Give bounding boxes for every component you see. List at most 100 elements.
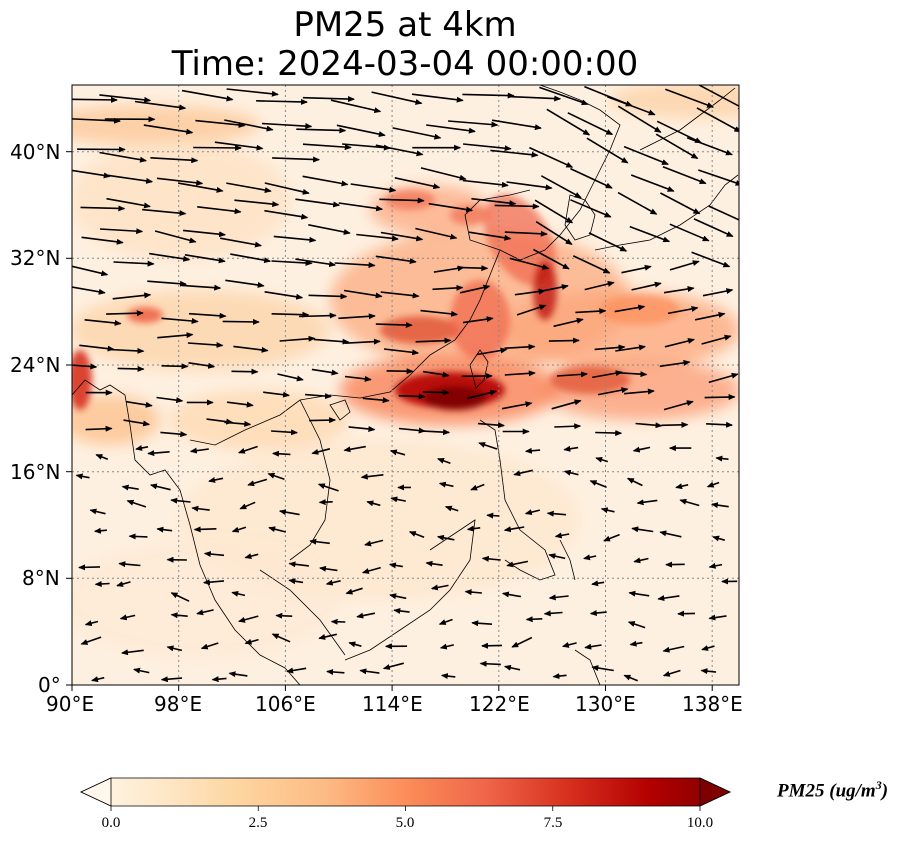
colorbar-body: [80, 777, 731, 807]
wind-arrow: [570, 167, 613, 189]
wind-arrow: [486, 512, 500, 519]
wind-arrow: [264, 209, 309, 220]
lat-tick-label: 32°N: [10, 246, 61, 270]
wind-arrow: [222, 318, 260, 325]
wind-arrow: [149, 483, 171, 491]
wind-arrow: [344, 375, 372, 382]
wind-arrow: [448, 120, 499, 128]
wind-arrow: [513, 469, 533, 477]
wind-arrow: [533, 248, 570, 270]
wind-arrow: [551, 399, 582, 410]
wind-arrow: [591, 665, 614, 672]
wind-arrow: [501, 401, 533, 410]
wind-arrow: [318, 499, 333, 506]
wind-arrow: [382, 662, 405, 670]
wind-arrow: [226, 401, 254, 408]
wind-arrow: [308, 293, 348, 300]
colorbar-tick-label: 5.0: [395, 815, 415, 831]
wind-arrow: [706, 421, 734, 428]
colorbar-tick-label: 7.5: [543, 815, 563, 831]
wind-arrow: [701, 645, 715, 651]
wind-arrow: [423, 429, 451, 436]
wind-arrow: [170, 612, 188, 619]
wind-arrow: [546, 108, 591, 136]
wind-arrow: [595, 430, 623, 437]
wind-arrow: [181, 89, 234, 102]
wind-arrow: [425, 560, 443, 567]
wind-arrow: [626, 477, 643, 487]
wind-arrow: [586, 137, 629, 164]
wind-arrow: [273, 235, 317, 243]
colorbar-tick-label: 10.0: [686, 815, 714, 831]
wind-arrow: [72, 265, 109, 277]
wind-arrow: [664, 338, 695, 348]
wind-arrow: [477, 422, 505, 429]
wind-arrow: [305, 393, 332, 400]
wind-arrow: [208, 477, 224, 483]
wind-arrow: [150, 157, 199, 164]
wind-arrow: [231, 590, 246, 597]
wind-arrow: [584, 643, 602, 650]
wind-arrow: [504, 230, 548, 237]
wind-arrow: [462, 92, 515, 99]
wind-arrow: [116, 581, 131, 587]
wind-arrow: [161, 317, 199, 324]
map-title-line1: PM25 at 4km: [293, 5, 517, 45]
wind-arrow: [379, 197, 425, 204]
wind-arrow: [154, 230, 197, 244]
wind-arrow: [317, 483, 339, 492]
wind-arrow: [570, 199, 612, 218]
wind-arrow: [603, 533, 620, 542]
wind-arrow: [665, 88, 715, 108]
wind-arrow: [548, 594, 569, 601]
wind-arrow: [588, 232, 628, 252]
wind-arrow: [548, 553, 566, 560]
wind-arrow: [561, 642, 577, 648]
wind-arrow: [511, 636, 533, 648]
wind-arrow: [444, 505, 459, 512]
wind-arrow: [84, 620, 99, 627]
lat-tick-label: 24°N: [10, 353, 61, 377]
wind-arrow: [548, 337, 580, 344]
colorbar-extend-max: [699, 777, 731, 807]
wind-arrow: [491, 119, 542, 131]
wind-arrow: [426, 124, 476, 134]
wind-arrow: [476, 347, 508, 356]
wind-arrow: [302, 96, 355, 103]
wind-arrow: [193, 526, 217, 533]
wind-arrow: [318, 633, 337, 640]
wind-arrow: [468, 231, 512, 241]
wind-arrow: [188, 312, 227, 319]
wind-arrow: [142, 208, 187, 217]
wind-arrow: [338, 313, 376, 320]
wind-arrow: [389, 449, 406, 456]
lat-tick-label: 16°N: [10, 460, 61, 484]
wind-arrow: [655, 133, 699, 160]
wind-arrow: [117, 365, 145, 372]
wind-arrow: [459, 284, 491, 294]
wind-arrow: [191, 505, 210, 512]
wind-arrow: [271, 259, 313, 266]
wind-arrow: [509, 95, 562, 102]
wind-arrow: [309, 538, 330, 545]
wind-arrow: [230, 253, 272, 264]
wind-arrow: [390, 496, 406, 503]
wind-arrow: [149, 252, 191, 262]
wind-arrow: [630, 174, 675, 192]
wind-arrow: [238, 615, 259, 623]
wind-arrow: [72, 96, 118, 103]
wind-arrow: [506, 181, 553, 191]
wind-arrow: [106, 197, 151, 209]
tick-marks: [66, 151, 713, 691]
wind-arrow: [554, 423, 582, 430]
wind-arrow: [295, 198, 341, 208]
wind-arrow: [667, 305, 699, 315]
wind-arrow: [380, 291, 420, 299]
wind-arrow: [75, 473, 90, 480]
wind-arrow: [203, 551, 225, 558]
wind-arrow: [563, 445, 579, 452]
wind-arrow: [345, 338, 381, 345]
wind-arrow: [624, 388, 655, 395]
wind-arrow: [264, 182, 310, 195]
